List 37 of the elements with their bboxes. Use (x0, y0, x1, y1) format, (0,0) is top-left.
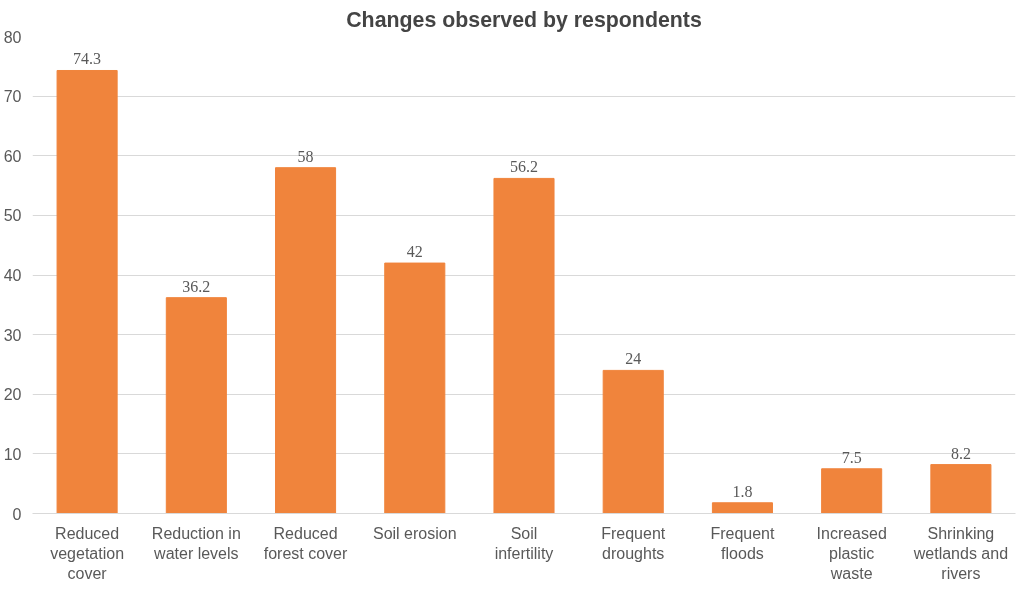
y-tick-label: 0 (12, 505, 22, 523)
bar (384, 262, 446, 514)
bar (930, 464, 992, 514)
data-label: 42 (406, 243, 423, 261)
data-label: 58 (297, 147, 314, 165)
data-label: 1.8 (732, 482, 753, 500)
bar (165, 297, 227, 514)
bar (602, 369, 664, 514)
data-label: 56.2 (510, 158, 538, 176)
bar (493, 177, 555, 514)
data-label: 8.2 (950, 444, 971, 462)
y-tick-label: 40 (3, 267, 22, 284)
x-tick-label: Reduction in water levels (151, 524, 241, 562)
y-tick-label: 30 (3, 326, 22, 344)
x-tick-label: Frequent floods (710, 524, 776, 562)
x-tick-label: Reduced vegetation cover (50, 524, 125, 583)
bar (56, 69, 118, 514)
x-tick-label: Increased plastic waste (816, 524, 887, 583)
x-tick-label: Soil erosion (372, 524, 457, 542)
x-tick-label: Reduced forest cover (263, 524, 349, 562)
y-tick-label: 50 (3, 207, 22, 225)
data-label: 36.2 (182, 277, 211, 295)
y-tick-label: 20 (3, 386, 22, 404)
x-tick-label: Frequent droughts (601, 524, 666, 562)
data-label: 24 (625, 350, 642, 368)
bar (275, 167, 337, 514)
bar (711, 502, 773, 514)
data-label: 7.5 (841, 448, 862, 466)
data-label: 74.3 (73, 50, 102, 68)
y-tick-label: 80 (3, 28, 22, 46)
chart-title: Changes observed by respondents (346, 7, 702, 32)
y-tick-label: 70 (3, 88, 22, 106)
bar (821, 468, 883, 514)
y-tick-label: 60 (3, 147, 22, 165)
y-tick-label: 10 (3, 445, 22, 463)
x-tick-label: Shrinking wetlands and rivers (912, 524, 1009, 583)
x-tick-label: Soil infertility (494, 524, 554, 562)
